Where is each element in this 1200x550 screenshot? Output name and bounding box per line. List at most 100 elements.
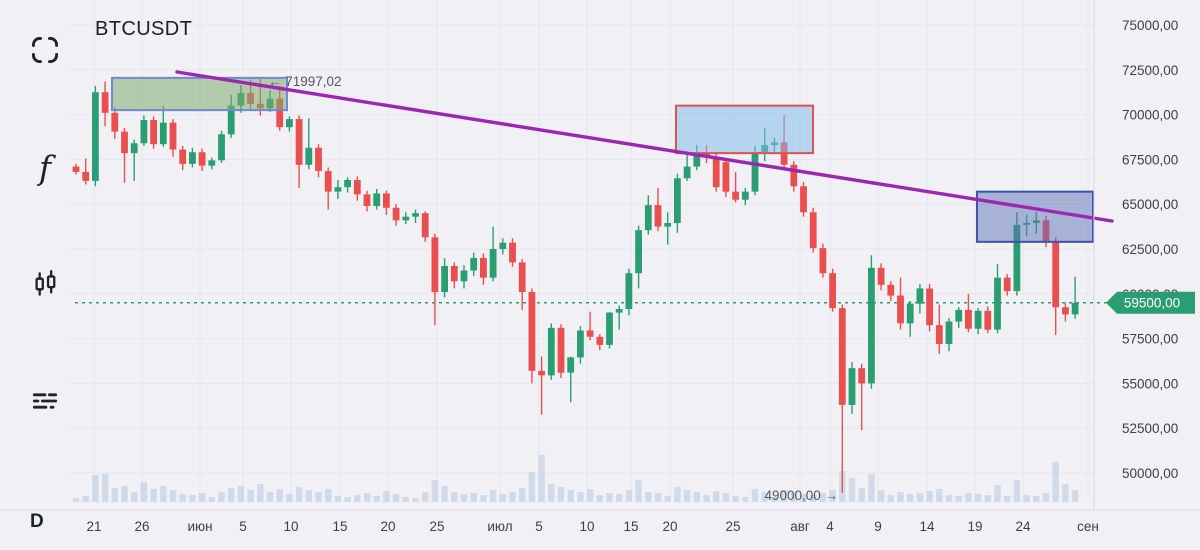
candle-body[interactable] <box>450 266 458 282</box>
candle-body[interactable] <box>441 266 448 293</box>
zone-box-green[interactable] <box>111 76 288 112</box>
timeframe-button[interactable]: D <box>30 511 44 532</box>
candle-body[interactable] <box>1003 277 1011 292</box>
trendline[interactable] <box>175 70 1114 223</box>
candle-body[interactable] <box>1062 307 1069 315</box>
candle-body[interactable] <box>169 122 177 150</box>
candle-body[interactable] <box>305 147 313 165</box>
candle-body[interactable] <box>295 119 303 165</box>
candle-body[interactable] <box>470 257 478 271</box>
candle-body[interactable] <box>528 292 536 371</box>
candle-body[interactable] <box>227 105 235 135</box>
candle-body[interactable] <box>1013 224 1021 292</box>
candle-body[interactable] <box>460 270 468 282</box>
candle-body[interactable] <box>344 180 351 188</box>
price-axis[interactable]: 75000,00 72500,00 70000,00 67500,00 65000,00… <box>1122 18 1178 481</box>
candle-body[interactable] <box>935 325 943 344</box>
candle-body[interactable] <box>538 370 545 376</box>
candle-body[interactable] <box>693 153 701 167</box>
candle-body[interactable] <box>567 357 575 373</box>
candle-body[interactable] <box>509 242 516 263</box>
candle-body[interactable] <box>635 230 642 274</box>
candle-body[interactable] <box>315 147 322 172</box>
time-axis[interactable]: 21 26 июн 5 10 15 20 25 июл 5 10 15 20 25 авг 4 9 14 19 24 с… <box>86 519 1098 534</box>
candle-body[interactable] <box>480 257 487 278</box>
candle-body[interactable] <box>179 149 187 164</box>
candle-body[interactable] <box>868 267 875 384</box>
zone-box-darkblue[interactable] <box>976 190 1094 243</box>
candle-body[interactable] <box>421 213 429 238</box>
candle-body[interactable] <box>906 303 914 324</box>
candle-body[interactable] <box>82 171 90 181</box>
candle-body[interactable] <box>412 213 419 217</box>
candle-body[interactable] <box>965 309 972 329</box>
candle-body[interactable] <box>877 267 885 285</box>
candle-body[interactable] <box>431 237 439 293</box>
candle-body[interactable] <box>974 310 982 329</box>
screenshot-button[interactable] <box>23 28 67 72</box>
candle-body[interactable] <box>800 186 807 213</box>
candle-body[interactable] <box>916 288 924 304</box>
chart-type-button[interactable] <box>23 262 67 306</box>
candle-body[interactable] <box>586 330 594 337</box>
object-tree-button[interactable] <box>23 379 67 423</box>
candle-body[interactable] <box>712 156 720 188</box>
candles-layer[interactable] <box>72 78 1079 493</box>
candle-body[interactable] <box>994 277 1001 330</box>
candle-body[interactable] <box>499 242 507 249</box>
zone-box-lightblue[interactable] <box>675 104 814 155</box>
candle-body[interactable] <box>644 205 652 231</box>
candle-body[interactable] <box>189 152 196 164</box>
candle-body[interactable] <box>751 152 759 192</box>
candle-body[interactable] <box>674 178 681 224</box>
candle-body[interactable] <box>577 330 584 358</box>
candle-body[interactable] <box>111 112 119 132</box>
candle-body[interactable] <box>373 193 381 206</box>
candle-body[interactable] <box>218 134 225 161</box>
candle-body[interactable] <box>150 119 157 145</box>
candle-body[interactable] <box>159 122 167 145</box>
candle-body[interactable] <box>1071 302 1079 315</box>
candle-body[interactable] <box>955 309 963 322</box>
candle-body[interactable] <box>353 180 361 195</box>
candle-body[interactable] <box>392 207 400 221</box>
candle-body[interactable] <box>897 295 904 324</box>
candle-body[interactable] <box>557 327 565 373</box>
candle-body[interactable] <box>198 152 206 166</box>
candle-body[interactable] <box>809 212 817 249</box>
candle-body[interactable] <box>819 248 827 274</box>
candle-body[interactable] <box>732 191 739 200</box>
indicators-button[interactable]: f <box>23 145 67 189</box>
candle-body[interactable] <box>838 308 846 405</box>
candle-body[interactable] <box>926 288 933 326</box>
candle-body[interactable] <box>790 164 798 187</box>
candle-body[interactable] <box>596 336 604 345</box>
candle-body[interactable] <box>887 284 895 296</box>
candle-body[interactable] <box>92 92 99 181</box>
candle-body[interactable] <box>130 143 138 154</box>
candle-body[interactable] <box>606 312 613 345</box>
candle-body[interactable] <box>489 249 497 278</box>
candle-body[interactable] <box>140 119 148 144</box>
candle-body[interactable] <box>664 223 672 227</box>
candle-body[interactable] <box>276 98 284 128</box>
candle-body[interactable] <box>625 273 633 310</box>
candle-body[interactable] <box>848 368 856 405</box>
candle-body[interactable] <box>615 309 623 313</box>
candle-body[interactable] <box>741 191 749 200</box>
candle-body[interactable] <box>945 321 953 344</box>
candle-body[interactable] <box>208 160 216 166</box>
candle-body[interactable] <box>121 131 128 154</box>
candle-body[interactable] <box>829 273 836 309</box>
candle-body[interactable] <box>1052 240 1060 308</box>
candle-body[interactable] <box>518 262 526 293</box>
candle-body[interactable] <box>402 216 410 221</box>
candle-body[interactable] <box>984 310 992 330</box>
candle-body[interactable] <box>334 187 342 192</box>
candle-body[interactable] <box>72 166 80 172</box>
candle-body[interactable] <box>383 193 390 208</box>
candle-body[interactable] <box>683 166 691 179</box>
candle-body[interactable] <box>654 205 662 227</box>
candle-body[interactable] <box>547 327 555 376</box>
